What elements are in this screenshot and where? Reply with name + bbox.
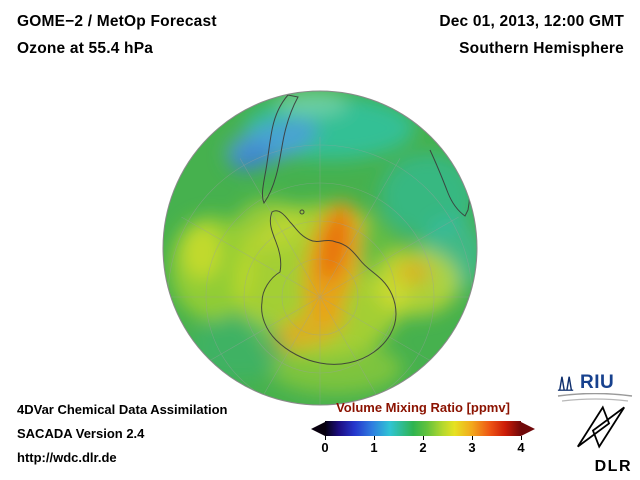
coastline-falkland-island [299,209,305,215]
plot-subtitle: Ozone at 55.4 hPa [17,40,154,57]
colorbar-tickmark [423,436,424,440]
colorbar-title: Volume Mixing Ratio [ppmv] [336,400,510,415]
colorbar: Volume Mixing Ratio [ppmv] 0 1 2 3 4 [311,400,535,455]
footer-version: SACADA Version 2.4 [17,426,145,441]
globe-rim [162,90,478,406]
riu-swoosh-icon [557,393,633,402]
colorbar-tickmark [521,436,522,440]
riu-logo-text: RIU [580,372,615,393]
colorbar-tickmark [374,436,375,440]
plot-title: GOME−2 / MetOp Forecast [17,13,217,30]
dlr-logo: DLR [566,402,636,476]
colorbar-right-arrow [521,421,535,436]
colorbar-tick-1: 1 [370,440,378,455]
dlr-logo-text: DLR [594,458,632,475]
riu-logo: RIU [556,372,638,405]
footer-assimilation: 4DVar Chemical Data Assimilation [17,402,228,417]
colorbar-tick-labels: 0 1 2 3 4 [321,440,525,455]
riu-cathedral-icon [557,376,574,391]
footer-url: http://wdc.dlr.de [17,450,117,465]
colorbar-tick-3: 3 [468,440,476,455]
colorbar-left-arrow [311,421,325,436]
colorbar-tick-2: 2 [419,440,427,455]
colorbar-gradient [325,421,522,440]
colorbar-tickmark [325,436,326,440]
coastline-south-america [261,94,299,205]
coastline-antarctica [261,210,397,365]
plot-datetime: Dec 01, 2013, 12:00 GMT [439,13,624,30]
colorbar-tickmark [472,436,473,440]
colorbar-tick-4: 4 [517,440,525,455]
dlr-signet-icon [577,405,625,449]
colorbar-tick-0: 0 [321,440,329,455]
plot-hemisphere: Southern Hemisphere [459,40,624,57]
